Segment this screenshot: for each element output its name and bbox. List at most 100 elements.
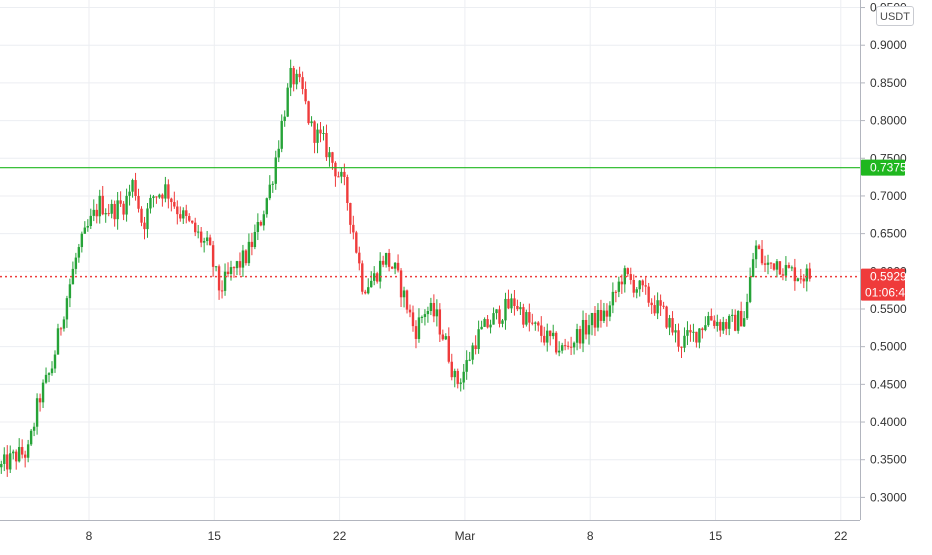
candle-up	[417, 317, 421, 339]
candle-up	[253, 231, 257, 248]
unit-badge[interactable]: USDT	[876, 6, 914, 26]
candle-down	[578, 329, 582, 344]
y-tick-label: 0.4500	[870, 377, 907, 391]
candle-up	[0, 463, 3, 468]
candle-up	[698, 328, 701, 343]
candle-up	[492, 313, 495, 325]
candle-up	[286, 87, 289, 117]
candle-down	[155, 196, 158, 198]
candle-up	[477, 329, 480, 350]
candle-up	[164, 184, 167, 199]
candle-down	[793, 267, 797, 282]
candle-up	[104, 213, 107, 215]
candle-up	[617, 281, 621, 292]
candle-down	[59, 328, 63, 330]
candle-down	[301, 77, 304, 90]
candle-down	[140, 208, 143, 223]
candle-up	[784, 265, 788, 276]
candle-up	[557, 350, 561, 353]
candle-down	[739, 310, 743, 327]
y-tick-label: 0.5000	[870, 340, 907, 354]
candle-down	[441, 334, 445, 340]
candle-up	[149, 197, 152, 209]
candle-down	[352, 224, 355, 233]
candle-up	[367, 287, 370, 294]
candle-up	[77, 247, 81, 258]
candle-up	[205, 237, 209, 242]
candle-up	[29, 430, 33, 445]
y-tick-label: 0.8500	[870, 76, 907, 90]
candle-down	[161, 194, 164, 199]
candle-down	[396, 262, 400, 271]
candle-up	[546, 330, 549, 343]
candle-down	[614, 291, 618, 293]
candle-up	[465, 360, 468, 372]
candle-up	[462, 371, 465, 383]
candle-down	[119, 200, 122, 204]
candle-up	[611, 291, 615, 306]
candle-up	[590, 313, 594, 326]
candle-down	[399, 270, 403, 298]
candle-up	[766, 262, 770, 265]
candle-down	[507, 298, 510, 309]
y-tick-label: 0.7000	[870, 189, 907, 203]
candle-down	[498, 309, 501, 324]
candle-down	[238, 261, 242, 268]
candle-up	[370, 280, 373, 288]
candle-up	[277, 148, 280, 158]
candle-up	[683, 335, 686, 348]
candle-down	[584, 319, 588, 335]
candle-up	[378, 260, 382, 282]
candle-down	[292, 68, 295, 85]
candle-down	[486, 319, 489, 328]
candle-down	[313, 121, 316, 143]
candle-up	[608, 305, 612, 317]
candle-up	[9, 453, 12, 470]
candle-down	[632, 279, 635, 293]
candle-down	[653, 305, 656, 314]
candle-up	[262, 214, 266, 226]
candle-up	[310, 121, 313, 124]
candle-down	[772, 263, 776, 270]
candle-up	[158, 194, 161, 198]
candle-up	[635, 289, 638, 293]
candle-up	[229, 267, 233, 275]
candle-up	[98, 195, 101, 217]
candle-up	[74, 257, 78, 269]
candle-down	[232, 267, 236, 269]
candle-up	[519, 307, 522, 310]
candle-down	[620, 281, 624, 285]
candle-down	[95, 209, 98, 217]
candle-down	[387, 252, 391, 267]
current-price-line-countdown: 01:06:41	[865, 286, 912, 300]
candle-down	[390, 266, 394, 269]
candle-up	[483, 319, 486, 327]
candle-down	[259, 221, 263, 226]
candle-up	[26, 444, 30, 458]
candle-down	[250, 241, 254, 248]
resistance-line-value: 0.7375	[870, 161, 907, 175]
candle-down	[334, 162, 337, 177]
x-tick-label: 22	[834, 529, 848, 543]
candle-down	[349, 202, 352, 225]
candle-up	[289, 68, 292, 88]
candle-down	[191, 220, 194, 223]
candle-up	[202, 241, 206, 243]
candle-up	[131, 180, 134, 192]
candle-up	[704, 325, 707, 331]
x-tick-label: 15	[709, 529, 723, 543]
candle-down	[516, 306, 519, 310]
candle-up	[41, 382, 45, 403]
candle-up	[80, 233, 84, 248]
candle-down	[713, 320, 716, 326]
current-price-line-tag	[861, 268, 905, 301]
candle-up	[790, 267, 794, 269]
candle-up	[235, 261, 239, 269]
candle-down	[647, 286, 650, 303]
candle-down	[665, 306, 668, 328]
candle-up	[152, 196, 155, 198]
candle-up	[110, 203, 113, 214]
candle-down	[438, 309, 442, 335]
